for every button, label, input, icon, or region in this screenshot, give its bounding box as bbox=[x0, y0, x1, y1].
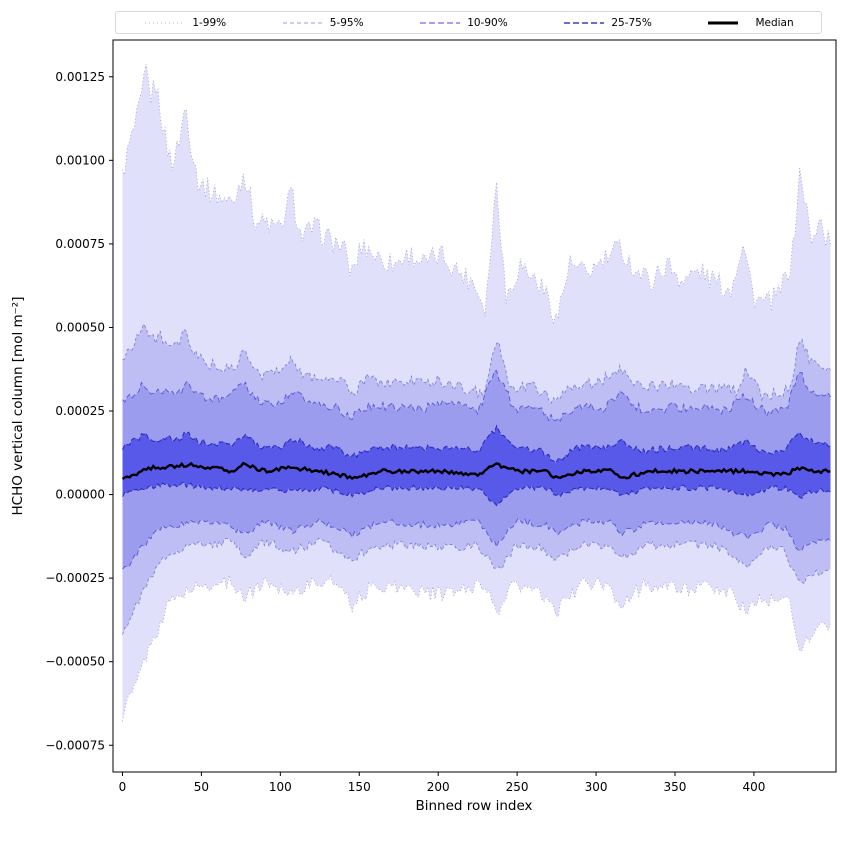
legend-line-sample-icon bbox=[564, 21, 605, 24]
x-tick-label: 100 bbox=[269, 780, 292, 794]
y-tick-label: 0.00000 bbox=[55, 488, 105, 502]
y-tick-label: −0.00050 bbox=[45, 655, 105, 669]
legend-line-sample-icon bbox=[282, 22, 323, 23]
y-tick-label: 0.00025 bbox=[55, 404, 105, 418]
legend-item-5-95-[interactable]: 5-95% bbox=[281, 17, 364, 29]
legend-label: 1-99% bbox=[192, 16, 227, 29]
x-tick-label: 0 bbox=[119, 780, 127, 794]
band-upper-edge-5-95- bbox=[122, 322, 831, 405]
band-lower-edge-5-95- bbox=[122, 537, 831, 635]
y-tick-label: 0.00050 bbox=[55, 320, 105, 334]
band-upper-edge-25-75- bbox=[121, 424, 831, 464]
y-tick-label: −0.00025 bbox=[45, 571, 105, 585]
legend-label: Median bbox=[755, 16, 794, 29]
x-tick-label: 150 bbox=[348, 780, 371, 794]
x-axis-label: Binned row index bbox=[415, 798, 532, 814]
legend-label: 5-95% bbox=[329, 16, 364, 29]
band-lower-edge-1-99- bbox=[122, 574, 831, 722]
legend-label: 10-90% bbox=[467, 16, 508, 29]
legend-line-sample-icon bbox=[708, 21, 739, 24]
x-tick-label: 350 bbox=[664, 780, 687, 794]
y-tick-label: −0.00075 bbox=[45, 738, 105, 752]
legend-label: 25-75% bbox=[611, 16, 652, 29]
legend: 1-99% 5-95% 10-90% 25-75% Median bbox=[115, 11, 822, 34]
y-axis-label: HCHO vertical column [mol m⁻²] bbox=[10, 297, 26, 516]
legend-line-sample-icon bbox=[420, 21, 461, 24]
band-upper-edge-10-90- bbox=[122, 370, 831, 422]
x-tick-label: 300 bbox=[585, 780, 608, 794]
legend-item-25-75-[interactable]: 25-75% bbox=[562, 17, 652, 29]
y-tick-label: 0.00100 bbox=[55, 153, 105, 167]
legend-item-1-99-[interactable]: 1-99% bbox=[143, 17, 226, 29]
x-tick-label: 400 bbox=[742, 780, 765, 794]
legend-line-sample-icon bbox=[145, 22, 186, 23]
x-tick-label: 50 bbox=[194, 780, 209, 794]
band-lower-edge-25-75- bbox=[122, 481, 831, 507]
y-tick-label: 0.00125 bbox=[55, 70, 105, 84]
bands-group bbox=[121, 64, 831, 722]
x-tick-label: 250 bbox=[506, 780, 529, 794]
legend-item-10-90-[interactable]: 10-90% bbox=[418, 17, 508, 29]
legend-item-median[interactable]: Median bbox=[706, 16, 794, 29]
x-tick-label: 200 bbox=[427, 780, 450, 794]
band-upper-edge-1-99- bbox=[122, 64, 831, 325]
y-tick-label: 0.00075 bbox=[55, 237, 105, 251]
band-fill-25-75- bbox=[122, 425, 831, 506]
median-line bbox=[121, 461, 831, 480]
plot-border bbox=[112, 39, 837, 773]
band-lower-edge-10-90- bbox=[122, 517, 831, 570]
